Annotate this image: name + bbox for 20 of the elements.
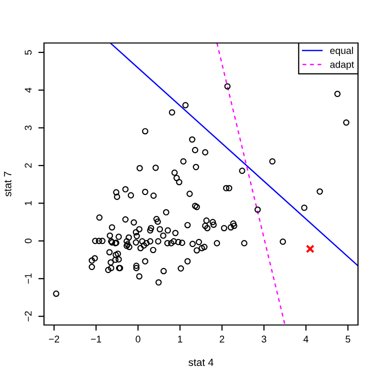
x-tick-label: 2 xyxy=(220,336,224,342)
y-tick-label: 2 xyxy=(24,163,32,168)
x-tick-label: 4 xyxy=(303,336,308,342)
x-tick-label: 1 xyxy=(178,336,182,342)
x-tick-label: −1 xyxy=(90,336,102,342)
y-tick-label: 5 xyxy=(24,50,32,55)
x-axis-title: stat 4 xyxy=(188,358,214,366)
legend-label: equal xyxy=(330,46,353,56)
y-tick-label: 3 xyxy=(24,126,32,130)
legend-label: adapt xyxy=(330,60,354,70)
x-tick-label: 3 xyxy=(262,336,266,343)
x-tick-label: 0 xyxy=(136,336,140,343)
y-tick-label: 4 xyxy=(24,88,32,93)
y-tick-label: 0 xyxy=(24,238,32,244)
y-axis-title: stat 7 xyxy=(4,172,12,196)
x-tick-label: −2 xyxy=(49,336,60,342)
y-tick-label: 1 xyxy=(24,201,32,206)
x-tick-label: 5 xyxy=(346,336,350,343)
y-tick-label: −1 xyxy=(24,274,32,284)
y-tick-label: −2 xyxy=(24,311,32,322)
